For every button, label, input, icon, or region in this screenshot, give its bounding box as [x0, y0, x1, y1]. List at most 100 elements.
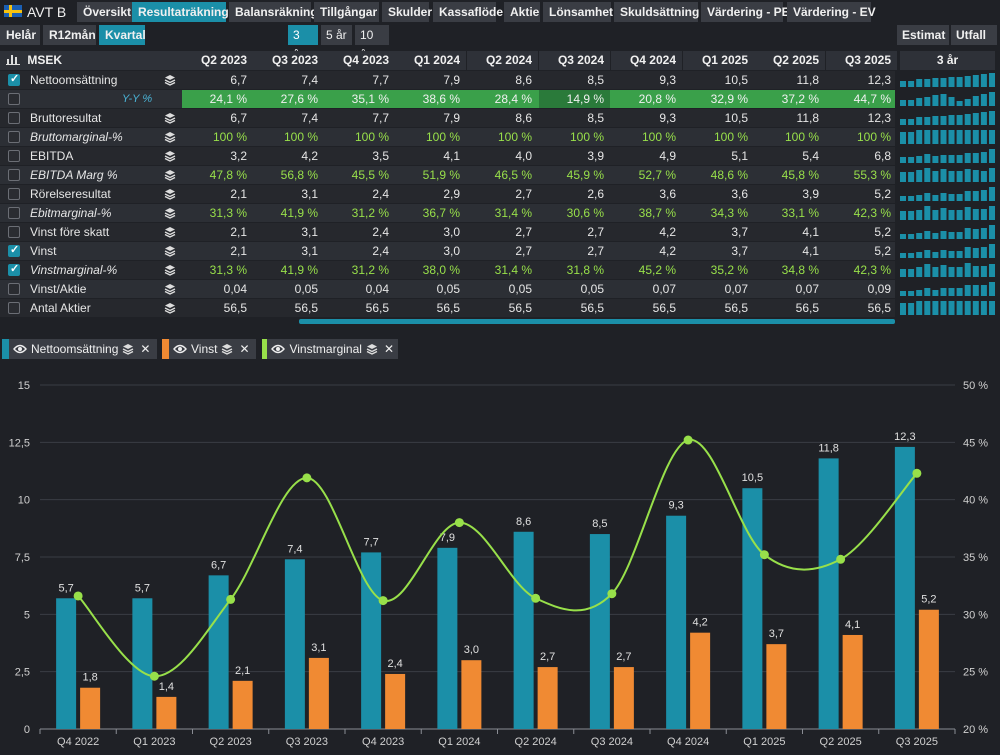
- period-r12mån[interactable]: R12mån: [43, 25, 96, 45]
- table-cell: 52,7 %: [638, 168, 676, 182]
- row-checkbox[interactable]: [8, 207, 20, 219]
- sparkline-bar: [908, 303, 915, 315]
- table-cell: 4,1: [802, 225, 819, 239]
- column-header[interactable]: Q1 2024: [395, 51, 466, 70]
- column-header[interactable]: Q1 2025: [683, 51, 754, 70]
- sparkline-bar: [980, 190, 987, 201]
- close-icon[interactable]: ✕: [239, 342, 250, 356]
- utfall-button[interactable]: Utfall: [951, 25, 997, 45]
- column-header[interactable]: Q2 2024: [467, 51, 538, 70]
- layers-icon[interactable]: [164, 226, 176, 238]
- row-checkbox[interactable]: [8, 131, 20, 143]
- sparkline-bar: [989, 92, 995, 106]
- legend-label: Nettoomsättning: [31, 342, 119, 356]
- table-cell: 2,7: [515, 225, 532, 239]
- tab-värdering-ev[interactable]: Värdering - EV: [787, 2, 876, 22]
- years-3-button[interactable]: 3 år: [288, 25, 318, 62]
- layers-icon[interactable]: [164, 74, 176, 86]
- row-checkbox[interactable]: [8, 112, 20, 124]
- layers-icon[interactable]: [164, 169, 176, 181]
- years-5-button[interactable]: 5 år: [321, 25, 352, 45]
- column-header[interactable]: Q3 2025: [826, 51, 897, 70]
- sparkline-bar: [932, 78, 939, 87]
- bar-vinst: [842, 634, 863, 729]
- eye-icon[interactable]: [173, 344, 187, 354]
- tab-skuldsättning[interactable]: Skuldsättning: [614, 2, 699, 22]
- tab-balansräkning[interactable]: Balansräkning: [229, 2, 318, 22]
- y2-tick-label: 35 %: [963, 552, 988, 564]
- table-row: Antal Aktier 56,5 56,5 56,5 56,5 56,5 56,5 56,5…: [0, 299, 1000, 318]
- row-checkbox[interactable]: [8, 262, 20, 276]
- estimat-button[interactable]: Estimat: [897, 25, 949, 45]
- sparkline-bar: [908, 196, 915, 201]
- eye-icon[interactable]: [13, 344, 27, 354]
- chart-toggle-icon[interactable]: [6, 52, 20, 65]
- row-checkbox[interactable]: [8, 93, 20, 105]
- bar-value-label: 5,7: [135, 582, 150, 594]
- row-sparkline: [900, 263, 995, 277]
- table-scrollbar[interactable]: [299, 319, 895, 324]
- row-checkbox[interactable]: [8, 243, 20, 257]
- row-checkbox[interactable]: [8, 226, 20, 238]
- column-header[interactable]: Q4 2024: [611, 51, 682, 70]
- table-cell: 4,2: [301, 149, 318, 163]
- close-icon[interactable]: ✕: [140, 342, 151, 356]
- column-header[interactable]: Q2 2023: [182, 51, 253, 70]
- sparkline-bar: [948, 115, 955, 125]
- tab-aktie[interactable]: Aktie: [504, 2, 540, 22]
- y2-tick-label: 30 %: [963, 609, 988, 621]
- layers-icon[interactable]: [164, 207, 176, 219]
- tab-tillgångar[interactable]: Tillgångar: [314, 2, 379, 22]
- legend-chip: Vinstmarginal ✕: [262, 339, 398, 359]
- eye-icon[interactable]: [271, 344, 286, 354]
- table-cell: 0,07: [724, 282, 748, 296]
- tab-lönsamhet[interactable]: Lönsamhet: [543, 2, 613, 22]
- tab-kassaflöde[interactable]: Kassaflöde: [433, 2, 503, 22]
- layers-icon[interactable]: [164, 302, 176, 314]
- column-header[interactable]: Q3 2024: [539, 51, 610, 70]
- tab-översikt[interactable]: Översikt: [77, 2, 135, 22]
- legend-label: Vinstmarginal: [289, 342, 362, 356]
- layers-icon[interactable]: [164, 245, 176, 257]
- sparkline-bar: [900, 291, 906, 296]
- years-10-button[interactable]: 10 år: [355, 25, 389, 62]
- sparkline-bar: [964, 76, 971, 87]
- table-cell: 56,5: [294, 301, 318, 315]
- row-checkbox[interactable]: [8, 72, 20, 86]
- vinstmarginal-point: [149, 671, 159, 681]
- column-header[interactable]: Q2 2025: [754, 51, 825, 70]
- row-checkbox[interactable]: [8, 169, 20, 181]
- layers-icon[interactable]: [366, 343, 378, 355]
- sparkline-bar: [932, 130, 939, 144]
- bar-nettoomsattning: [742, 488, 763, 729]
- table-cell: 56,8 %: [280, 168, 318, 182]
- layers-icon[interactable]: [122, 343, 134, 355]
- close-icon[interactable]: ✕: [383, 342, 394, 356]
- row-checkbox[interactable]: [8, 188, 20, 200]
- row-checkbox[interactable]: [8, 150, 20, 162]
- period-helår[interactable]: Helår: [0, 25, 40, 45]
- column-header[interactable]: Q4 2023: [324, 51, 395, 70]
- table-cell: 6,7: [230, 73, 247, 87]
- row-checkbox[interactable]: [8, 302, 20, 314]
- row-sparkline: [900, 130, 995, 144]
- tab-resultaträkning[interactable]: Resultaträkning: [132, 2, 229, 22]
- tab-skulder[interactable]: Skulder: [382, 2, 432, 22]
- layers-icon[interactable]: [164, 283, 176, 295]
- row-background: [0, 280, 895, 298]
- layers-icon[interactable]: [164, 112, 176, 124]
- layers-icon[interactable]: [221, 343, 233, 355]
- sparkline-bar: [989, 73, 995, 87]
- column-header[interactable]: Q3 2023: [253, 51, 324, 70]
- layers-icon[interactable]: [164, 150, 176, 162]
- row-checkbox[interactable]: [8, 283, 20, 295]
- layers-icon[interactable]: [164, 188, 176, 200]
- layers-icon[interactable]: [164, 264, 176, 276]
- table-cell: 38,0 %: [422, 263, 460, 277]
- sparkline-bar: [972, 130, 979, 144]
- sparkline-bar: [956, 194, 963, 201]
- bar-value-label: 3,1: [311, 642, 326, 654]
- period-kvartal[interactable]: Kvartal: [99, 25, 146, 45]
- tab-värdering-pe[interactable]: Värdering - PE: [701, 2, 790, 22]
- layers-icon[interactable]: [164, 131, 176, 143]
